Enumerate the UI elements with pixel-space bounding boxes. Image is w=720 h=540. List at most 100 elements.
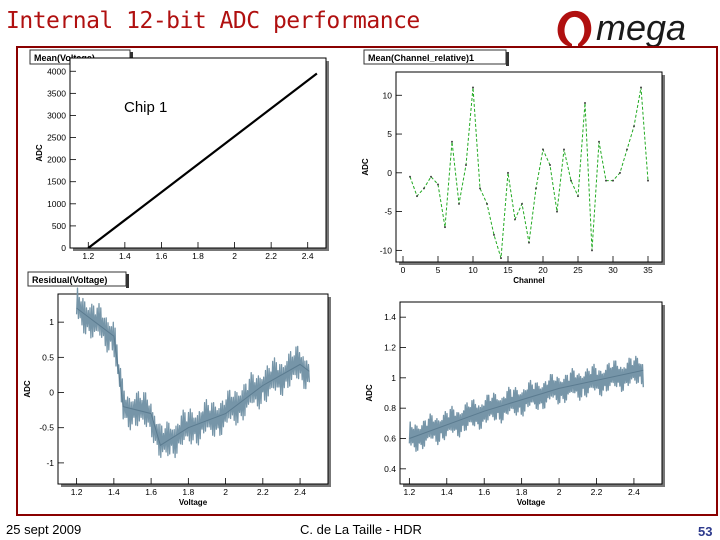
data-point bbox=[451, 140, 453, 143]
x-tick-label: 2 bbox=[557, 487, 562, 497]
data-point bbox=[577, 195, 579, 198]
y-tick-label: 0.8 bbox=[384, 403, 396, 413]
y-tick-label: 10 bbox=[383, 90, 393, 100]
y-tick-label: 1.4 bbox=[384, 312, 396, 322]
data-point bbox=[556, 210, 558, 213]
data-point bbox=[409, 175, 411, 178]
plot-area: 1.2 1.4 1.6 1.8 2 2.2 2.4 0 500 1000 1500 2000 2500 3… bbox=[35, 57, 329, 261]
x-tick-label: 1.6 bbox=[478, 487, 490, 497]
chart-title: Residual(Voltage) bbox=[32, 275, 107, 285]
x-axis-label: Channel bbox=[513, 276, 545, 285]
y-tick-label: 1 bbox=[391, 373, 396, 383]
data-point bbox=[507, 171, 509, 174]
y-tick-label: 1500 bbox=[47, 177, 66, 187]
data-point bbox=[423, 187, 425, 190]
x-tick-label: 5 bbox=[436, 265, 441, 275]
logo-text: mega bbox=[596, 7, 686, 48]
data-point bbox=[472, 86, 474, 89]
data-point bbox=[640, 86, 642, 89]
x-axis-label: Voltage bbox=[179, 498, 208, 507]
x-tick-label: 1.4 bbox=[441, 487, 453, 497]
x-tick-label: 1.2 bbox=[82, 251, 94, 261]
data-point bbox=[465, 164, 467, 167]
data-point bbox=[458, 202, 460, 205]
data-point bbox=[486, 202, 488, 205]
x-tick-label: 20 bbox=[538, 265, 548, 275]
plot-frame bbox=[69, 57, 327, 249]
data-point bbox=[416, 195, 418, 198]
x-tick-label: 1.4 bbox=[119, 251, 131, 261]
data-point bbox=[479, 187, 481, 190]
chart-mean-voltage: Mean(Voltage) 1.2 1.4 1.6 1.8 2 2.2 2.4 0 500 100… bbox=[18, 48, 338, 270]
data-point bbox=[619, 171, 621, 174]
series-line bbox=[409, 369, 644, 439]
plot-area: 0 5 10 15 20 25 30 35 -10 -5 0 5 10 ADC Channel bbox=[361, 71, 665, 285]
figure-frame bbox=[16, 46, 718, 516]
data-point bbox=[612, 179, 614, 182]
x-tick-label: 1.2 bbox=[71, 487, 83, 497]
y-tick-label: 0.4 bbox=[384, 464, 396, 474]
data-point bbox=[570, 179, 572, 182]
data-point bbox=[535, 187, 537, 190]
x-tick-label: 15 bbox=[503, 265, 513, 275]
plot-area: 1.2 1.4 1.6 1.8 2 2.2 2.4 0.4 0.6 0.8 1 1.2 1.4 ADC Vo… bbox=[365, 301, 665, 507]
data-point bbox=[514, 218, 516, 221]
y-tick-label: -5 bbox=[384, 207, 392, 217]
footer-author: C. de La Taille - HDR bbox=[300, 522, 422, 537]
series-line bbox=[87, 72, 318, 249]
page-number: 53 bbox=[698, 524, 713, 539]
plot-area: 1.2 1.4 1.6 1.8 2 2.2 2.4 -1 -0.5 0 0.5 1 ADC Voltage bbox=[23, 287, 331, 507]
y-tick-label: 0 bbox=[61, 243, 66, 253]
chip-label: Chip 1 bbox=[124, 99, 168, 116]
chart-residual-voltage: Residual(Voltage) 1.2 1.4 1.6 1.8 2 2.2 2.4 -1 -… bbox=[18, 270, 338, 508]
y-tick-label: 5 bbox=[387, 129, 392, 139]
data-point bbox=[605, 179, 607, 182]
data-point bbox=[437, 183, 439, 186]
x-tick-label: 30 bbox=[608, 265, 618, 275]
omega-logo: mega bbox=[557, 7, 686, 50]
data-point bbox=[563, 148, 565, 151]
data-point bbox=[528, 241, 530, 244]
x-tick-label: 2.2 bbox=[591, 487, 603, 497]
y-axis-label: ADC bbox=[35, 144, 44, 162]
y-tick-label: -1 bbox=[46, 458, 54, 468]
y-tick-label: -10 bbox=[380, 245, 393, 255]
y-tick-label: 2000 bbox=[47, 155, 66, 165]
y-axis-label: ADC bbox=[365, 384, 374, 402]
data-point bbox=[493, 233, 495, 236]
y-tick-label: 0 bbox=[387, 168, 392, 178]
plot-frame bbox=[395, 71, 663, 263]
data-point bbox=[633, 125, 635, 128]
chart-title-box: Mean(Channel_relative)1 bbox=[363, 49, 509, 66]
x-axis-label: Voltage bbox=[517, 498, 546, 507]
series-band bbox=[408, 355, 644, 452]
data-point bbox=[542, 148, 544, 151]
chart-title: Mean(Voltage) bbox=[34, 53, 95, 63]
y-axis-label: ADC bbox=[23, 380, 32, 398]
data-point bbox=[626, 148, 628, 151]
x-tick-label: 2 bbox=[232, 251, 237, 261]
x-tick-label: 2 bbox=[223, 487, 228, 497]
y-tick-label: 0.6 bbox=[384, 434, 396, 444]
y-tick-label: 2500 bbox=[47, 133, 66, 143]
y-tick-label: 1 bbox=[49, 317, 54, 327]
y-tick-label: 4000 bbox=[47, 66, 66, 76]
x-tick-label: 1.8 bbox=[192, 251, 204, 261]
data-point bbox=[549, 164, 551, 167]
y-tick-label: 1000 bbox=[47, 199, 66, 209]
y-tick-label: 3500 bbox=[47, 88, 66, 98]
x-tick-label: 1.8 bbox=[516, 487, 528, 497]
footer-date: 25 sept 2009 bbox=[6, 522, 82, 537]
x-tick-label: 2.4 bbox=[628, 487, 640, 497]
y-tick-label: 3000 bbox=[47, 110, 66, 120]
chart-mean-channel-relative: Mean(Channel_relative)1 0 5 10 15 20 25 30 35 -1… bbox=[360, 48, 670, 288]
data-point bbox=[430, 175, 432, 178]
x-tick-label: 25 bbox=[573, 265, 583, 275]
x-tick-label: 1.2 bbox=[403, 487, 415, 497]
y-axis-label: ADC bbox=[361, 158, 370, 176]
x-tick-label: 10 bbox=[468, 265, 478, 275]
x-tick-label: 0 bbox=[401, 265, 406, 275]
x-tick-label: 1.6 bbox=[156, 251, 168, 261]
y-tick-label: 1.2 bbox=[384, 343, 396, 353]
y-tick-label: 0 bbox=[49, 388, 54, 398]
